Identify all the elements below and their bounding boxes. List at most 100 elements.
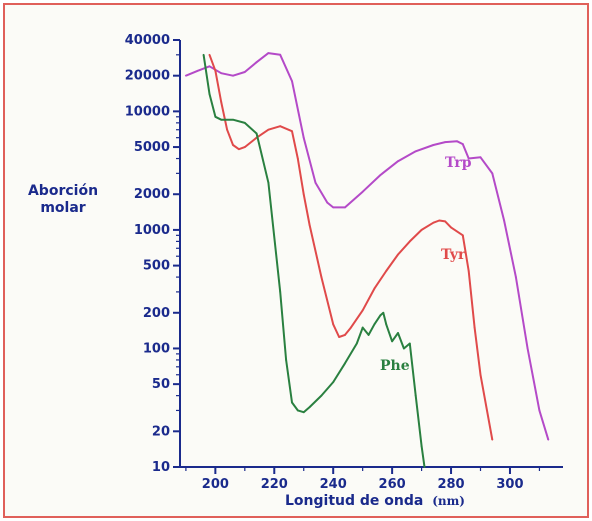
y-tick-label-5000: 5000	[134, 140, 170, 155]
point-trp-14	[344, 206, 346, 209]
series-lines	[184, 52, 550, 468]
point-tyr-19	[361, 309, 364, 312]
point-phe-30	[423, 466, 426, 468]
point-phe-24	[391, 340, 394, 343]
point-trp-13	[332, 206, 335, 209]
point-tyr-30	[467, 270, 470, 272]
point-tyr-11	[296, 157, 299, 160]
point-tyr-5	[238, 148, 240, 151]
point-phe-13	[308, 406, 311, 409]
point-phe-12	[302, 411, 305, 414]
point-trp-26	[503, 219, 505, 222]
y-axis-title-line2: molar	[40, 200, 85, 216]
point-trp-20	[444, 141, 447, 144]
point-phe-5	[243, 121, 246, 124]
x-tick-label-200: 200	[202, 477, 229, 492]
point-phe-14	[320, 394, 323, 397]
series-line-tyr	[208, 54, 494, 440]
point-tyr-10	[291, 130, 293, 133]
point-phe-11	[296, 409, 299, 412]
point-trp-24	[479, 156, 482, 159]
absorption-chart: 10 20 50 100 200 500 1000 2000 5000 10000 20000 400…	[28, 33, 563, 509]
point-trp-22	[461, 143, 464, 145]
point-tyr-25	[432, 221, 435, 224]
y-tick-label-100: 100	[143, 341, 170, 356]
point-tyr-6	[243, 146, 246, 148]
point-trp-16	[379, 174, 382, 176]
point-tyr-32	[479, 373, 482, 376]
point-phe-9	[285, 359, 287, 361]
point-phe-19	[367, 334, 370, 336]
point-tyr-12	[302, 193, 305, 196]
point-tyr-8	[267, 128, 270, 131]
point-phe-8	[279, 290, 282, 293]
point-trp-23	[467, 157, 470, 160]
point-trp-6	[255, 61, 258, 64]
point-tyr-21	[385, 270, 388, 272]
point-phe-20	[373, 323, 376, 326]
point-trp-11	[314, 181, 317, 184]
point-tyr-16	[338, 336, 340, 338]
point-trp-4	[232, 74, 234, 77]
point-trp-2	[208, 65, 211, 68]
point-trp-3	[220, 72, 223, 75]
point-tyr-22	[397, 253, 399, 256]
point-trp-19	[432, 144, 435, 146]
y-ticks: 10 20 50 100 200 500 1000 2000 5000 10000 20000 400…	[125, 33, 180, 475]
point-tyr-28	[450, 226, 452, 229]
point-trp-12	[326, 201, 329, 204]
x-axis-title-text: Longitud de onda	[285, 493, 423, 509]
point-tyr-24	[420, 229, 423, 231]
point-phe-0	[202, 53, 205, 56]
point-trp-5	[243, 71, 246, 73]
x-ticks: 200 220 240 260 280 300	[185, 467, 541, 492]
y-tick-label-2000: 2000	[134, 187, 170, 202]
point-trp-25	[491, 172, 494, 175]
x-tick-label-240: 240	[320, 477, 347, 492]
point-tyr-13	[308, 224, 311, 226]
x-tick-label-220: 220	[261, 477, 288, 492]
point-tyr-33	[491, 438, 494, 441]
y-axis-title-line1: Aborción	[28, 183, 98, 199]
x-tick-label-280: 280	[437, 477, 464, 492]
series-label-trp: Trp	[445, 155, 472, 171]
point-phe-7	[267, 181, 270, 184]
point-tyr-20	[373, 287, 376, 290]
point-trp-9	[291, 80, 293, 83]
point-tyr-18	[349, 326, 352, 329]
point-tyr-2	[220, 101, 223, 103]
point-phe-26	[403, 347, 405, 350]
chart-frame: 10 20 50 100 200 500 1000 2000 5000 10000 20000 400…	[3, 3, 589, 518]
y-tick-label-10000: 10000	[125, 104, 170, 119]
point-tyr-3	[226, 128, 229, 131]
point-phe-29	[420, 445, 423, 448]
point-phe-1	[208, 93, 211, 95]
point-trp-21	[456, 140, 458, 143]
point-tyr-27	[444, 220, 447, 223]
x-axis-title: Longitud de onda (nm)	[285, 493, 465, 509]
point-phe-3	[220, 118, 223, 121]
point-tyr-0	[208, 53, 211, 56]
point-trp-29	[538, 409, 541, 412]
point-trp-18	[414, 150, 417, 153]
point-phe-27	[408, 342, 411, 345]
point-tyr-17	[344, 334, 346, 336]
point-phe-17	[355, 342, 358, 345]
series-label-tyr: Tyr	[441, 247, 466, 263]
series-line-phe	[202, 54, 426, 468]
x-axis-title-unit: (nm)	[432, 494, 465, 508]
point-trp-28	[526, 347, 529, 350]
point-tyr-9	[279, 125, 282, 128]
point-phe-6	[255, 132, 258, 135]
point-trp-10	[302, 136, 305, 139]
point-trp-27	[514, 276, 517, 278]
y-tick-label-500: 500	[143, 259, 170, 274]
point-trp-1	[196, 69, 199, 72]
point-phe-18	[361, 326, 364, 329]
y-tick-label-20000: 20000	[125, 69, 170, 84]
y-tick-label-1000: 1000	[134, 223, 170, 238]
y-tick-label-40000: 40000	[125, 33, 170, 48]
point-tyr-1	[214, 69, 217, 72]
point-trp-17	[397, 160, 399, 163]
point-trp-30	[547, 438, 550, 441]
